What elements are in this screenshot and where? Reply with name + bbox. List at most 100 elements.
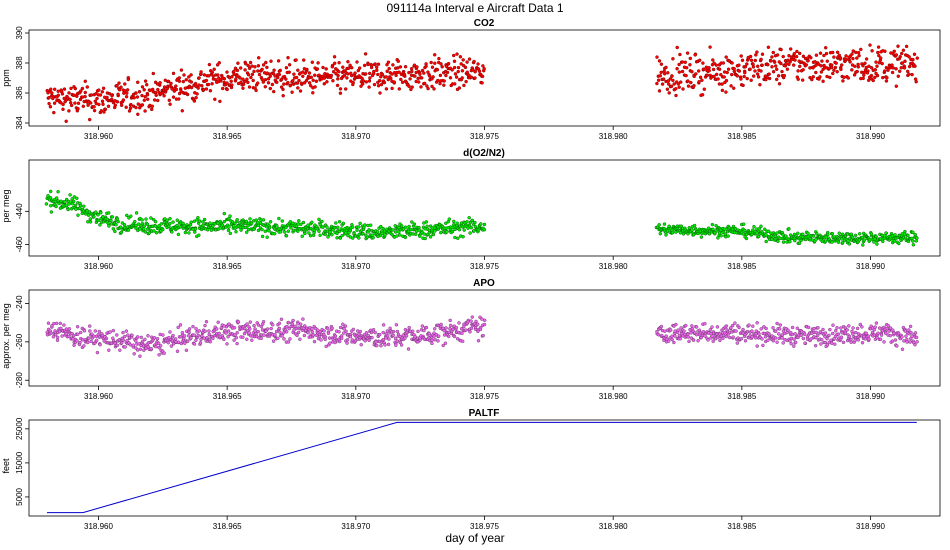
data-point bbox=[167, 224, 171, 229]
data-point bbox=[277, 321, 282, 326]
data-point bbox=[241, 86, 245, 90]
data-point bbox=[332, 55, 337, 59]
data-point bbox=[348, 334, 353, 339]
data-point bbox=[291, 318, 295, 323]
data-point bbox=[367, 79, 372, 83]
data-point bbox=[708, 328, 713, 332]
data-point bbox=[898, 54, 902, 59]
data-point bbox=[793, 238, 797, 243]
data-point bbox=[907, 55, 911, 59]
data-point bbox=[357, 236, 361, 240]
data-point bbox=[458, 55, 463, 59]
data-point bbox=[914, 239, 919, 243]
data-point bbox=[804, 63, 809, 67]
data-point bbox=[191, 324, 195, 329]
data-point bbox=[480, 317, 484, 321]
data-point bbox=[403, 235, 408, 240]
data-point bbox=[140, 85, 145, 89]
data-point bbox=[657, 59, 662, 63]
data-point bbox=[216, 320, 220, 325]
data-point bbox=[757, 332, 761, 336]
data-point bbox=[676, 82, 681, 86]
data-point bbox=[277, 216, 281, 221]
data-point bbox=[844, 54, 848, 58]
data-point bbox=[460, 339, 465, 344]
data-point bbox=[386, 342, 391, 347]
data-point bbox=[205, 335, 209, 340]
data-point bbox=[88, 329, 92, 333]
data-point bbox=[793, 58, 797, 62]
y-tick-label: 5000 bbox=[15, 487, 24, 505]
data-point bbox=[243, 68, 247, 72]
data-point bbox=[379, 82, 384, 87]
data-point bbox=[776, 74, 781, 78]
data-point bbox=[282, 82, 286, 86]
data-point bbox=[877, 53, 881, 58]
data-point bbox=[246, 63, 250, 68]
data-point bbox=[850, 235, 855, 239]
data-point bbox=[687, 225, 692, 230]
data-point bbox=[766, 45, 771, 50]
data-point bbox=[865, 71, 870, 75]
data-point bbox=[161, 227, 165, 232]
data-point bbox=[86, 103, 90, 107]
data-point bbox=[328, 230, 332, 234]
data-point bbox=[678, 336, 683, 341]
y-tick-label: -440 bbox=[15, 203, 24, 220]
data-point bbox=[741, 83, 745, 88]
data-point bbox=[482, 222, 487, 227]
data-point bbox=[203, 329, 207, 333]
data-point bbox=[740, 58, 745, 63]
panel-paltf: PALTF feet bbox=[1, 408, 499, 474]
plot-co2: 318.960 318.965 318.970 318.975 318.980 318.9… bbox=[15, 26, 941, 141]
data-point bbox=[473, 69, 477, 74]
data-point bbox=[701, 61, 705, 65]
data-point bbox=[185, 92, 190, 97]
data-point bbox=[325, 80, 329, 84]
data-point bbox=[310, 330, 315, 334]
data-point bbox=[195, 92, 199, 96]
data-point bbox=[325, 326, 330, 331]
data-point bbox=[118, 348, 122, 352]
data-point bbox=[198, 341, 203, 345]
data-point bbox=[184, 77, 189, 82]
data-point bbox=[444, 326, 448, 330]
data-point bbox=[668, 77, 673, 81]
data-point bbox=[874, 321, 879, 325]
data-point bbox=[182, 73, 186, 77]
data-point bbox=[119, 103, 124, 108]
data-point bbox=[272, 68, 276, 72]
data-point bbox=[248, 327, 252, 331]
data-point bbox=[406, 347, 411, 351]
data-point bbox=[235, 68, 240, 73]
data-point bbox=[145, 97, 150, 102]
data-point bbox=[152, 229, 156, 233]
data-point bbox=[466, 319, 470, 324]
data-point bbox=[659, 62, 664, 66]
data-point bbox=[96, 218, 101, 223]
data-point bbox=[767, 72, 771, 76]
data-point bbox=[821, 327, 825, 332]
data-point bbox=[341, 221, 346, 226]
data-point bbox=[667, 91, 671, 95]
data-point bbox=[135, 335, 140, 339]
data-point bbox=[161, 333, 165, 337]
data-point bbox=[684, 65, 689, 70]
data-point bbox=[700, 78, 704, 83]
data-point bbox=[690, 324, 694, 328]
data-point bbox=[150, 104, 155, 109]
data-point bbox=[363, 72, 368, 76]
data-point bbox=[818, 51, 823, 55]
data-point bbox=[49, 87, 53, 91]
data-point bbox=[672, 82, 676, 86]
data-point bbox=[714, 63, 719, 67]
data-point bbox=[468, 231, 472, 235]
data-point bbox=[399, 343, 404, 347]
data-point bbox=[717, 67, 722, 72]
data-point bbox=[194, 327, 198, 331]
data-point bbox=[731, 86, 736, 90]
data-point bbox=[830, 231, 835, 236]
data-point bbox=[686, 79, 690, 83]
data-point bbox=[686, 335, 691, 339]
data-point bbox=[128, 343, 133, 347]
